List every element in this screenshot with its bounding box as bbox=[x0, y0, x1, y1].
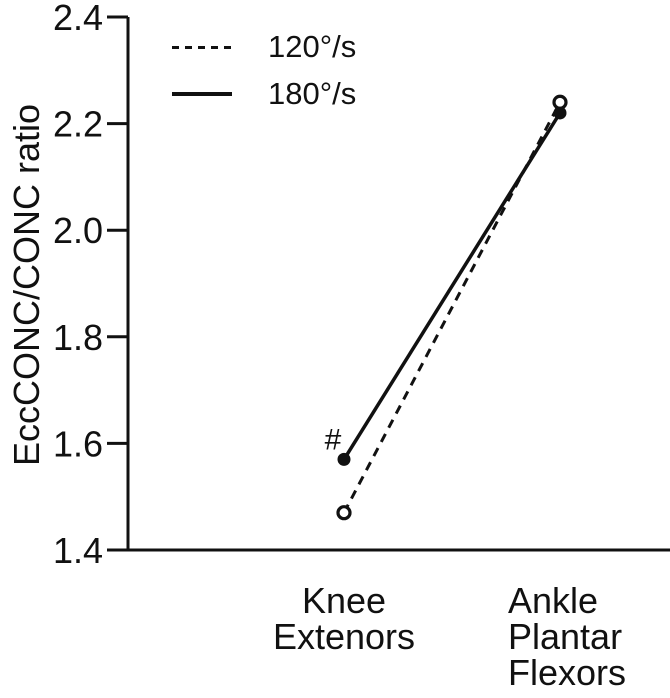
y-tick-label: 2.2 bbox=[53, 104, 103, 145]
y-tick-label: 2.4 bbox=[53, 0, 103, 38]
marker-open-circle bbox=[336, 505, 352, 521]
significance-hash-annotation: # bbox=[325, 423, 342, 456]
solid-line-sample-icon bbox=[172, 92, 232, 96]
legend: 120°/s 180°/s bbox=[172, 28, 356, 113]
y-tick-label: 2.0 bbox=[53, 210, 103, 251]
x-category-label-ankle-plantar-flexors: Ankle Plantar Flexors bbox=[508, 580, 627, 693]
marker-open-circle bbox=[552, 94, 568, 110]
legend-item-180: 180°/s bbox=[172, 75, 356, 113]
y-tick-label: 1.4 bbox=[53, 530, 103, 571]
dashed-line-sample-icon bbox=[172, 45, 232, 49]
y-axis-title: EccCONC/CONC ratio bbox=[6, 103, 47, 467]
x-category-label-knee-extenors: Knee Extenors bbox=[272, 580, 416, 657]
y-tick-label: 1.6 bbox=[53, 423, 103, 464]
y-tick-label: 1.8 bbox=[53, 317, 103, 358]
legend-item-120: 120°/s bbox=[172, 28, 356, 66]
series-line-solid bbox=[342, 112, 562, 461]
marker-filled-circle bbox=[553, 106, 567, 120]
legend-label-180: 180°/s bbox=[268, 76, 357, 111]
legend-label-120: 120°/s bbox=[268, 29, 357, 64]
marker-filled-circle bbox=[337, 452, 351, 466]
